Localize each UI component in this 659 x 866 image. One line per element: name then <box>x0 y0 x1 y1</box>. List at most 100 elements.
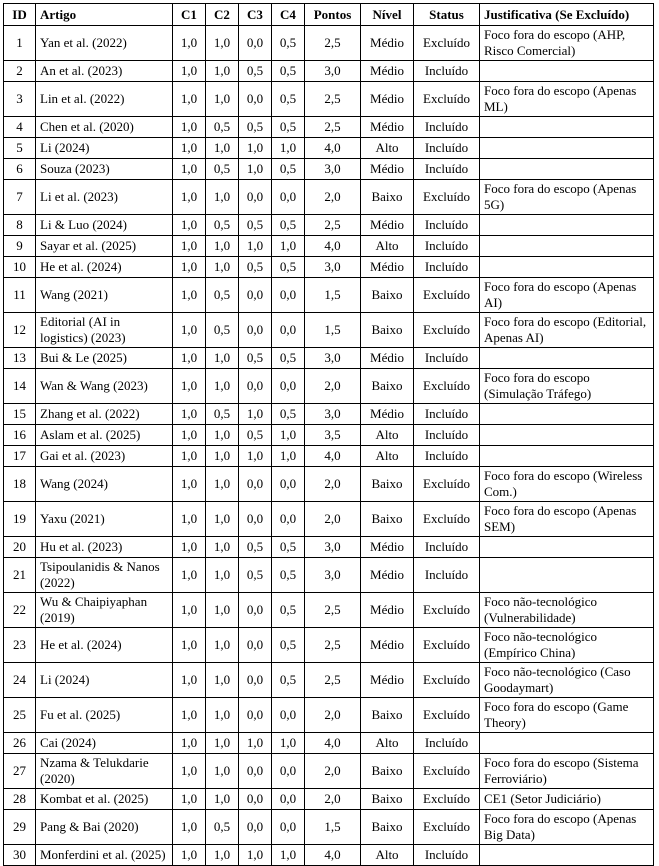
cell-artigo: Cai (2024) <box>35 732 173 754</box>
cell-c2: 1,0 <box>205 732 239 754</box>
header-c3: C3 <box>238 3 272 26</box>
cell-c2: 1,0 <box>205 697 239 733</box>
cell-artigo: Fu et al. (2025) <box>35 697 173 733</box>
cell-pontos: 2,5 <box>304 627 361 663</box>
cell-nivel: Baixo <box>360 368 414 404</box>
cell-c4: 0,0 <box>271 466 305 502</box>
cell-status: Incluído <box>413 137 480 159</box>
cell-c1: 1,0 <box>172 116 206 138</box>
cell-nivel: Médio <box>360 158 414 180</box>
cell-c4: 0,5 <box>271 403 305 425</box>
cell-id: 7 <box>3 179 36 215</box>
cell-nivel: Médio <box>360 592 414 628</box>
cell-id: 30 <box>3 844 36 866</box>
cell-c2: 1,0 <box>205 557 239 593</box>
cell-c1: 1,0 <box>172 627 206 663</box>
cell-nivel: Alto <box>360 137 414 159</box>
cell-c1: 1,0 <box>172 214 206 236</box>
cell-id: 21 <box>3 557 36 593</box>
cell-status: Incluído <box>413 557 480 593</box>
header-c1: C1 <box>172 3 206 26</box>
cell-c3: 0,0 <box>238 501 272 537</box>
cell-status: Excluído <box>413 809 480 845</box>
cell-artigo: Wang (2021) <box>35 277 173 313</box>
cell-justificativa: Foco fora do escopo (Wireless Com.) <box>479 466 654 502</box>
cell-pontos: 2,5 <box>304 25 361 61</box>
cell-justificativa: Foco fora do escopo (Editorial, Apenas A… <box>479 312 654 348</box>
cell-c1: 1,0 <box>172 844 206 866</box>
cell-c4: 0,5 <box>271 256 305 278</box>
table-row: 12 Editorial (AI in logistics) (2023) 1,0 0… <box>3 312 654 348</box>
cell-c4: 0,5 <box>271 592 305 628</box>
table-row: 26 Cai (2024) 1,0 1,0 1,0 1,0 4,0 Alto Incluído <box>3 732 654 754</box>
table-row: 2 An et al. (2023) 1,0 1,0 0,5 0,5 3,0 Médio Inc… <box>3 60 654 82</box>
table-row: 8 Li & Luo (2024) 1,0 0,5 0,5 0,5 2,5 Médio Incl… <box>3 214 654 236</box>
cell-pontos: 1,5 <box>304 277 361 313</box>
cell-pontos: 2,0 <box>304 501 361 537</box>
cell-pontos: 2,0 <box>304 697 361 733</box>
cell-artigo: Aslam et al. (2025) <box>35 424 173 446</box>
cell-status: Excluído <box>413 179 480 215</box>
cell-nivel: Baixo <box>360 809 414 845</box>
cell-status: Excluído <box>413 312 480 348</box>
cell-status: Incluído <box>413 60 480 82</box>
cell-justificativa <box>479 60 654 82</box>
cell-artigo: Li (2024) <box>35 137 173 159</box>
cell-nivel: Baixo <box>360 697 414 733</box>
cell-justificativa: Foco fora do escopo (Simulação Tráfego) <box>479 368 654 404</box>
cell-c4: 1,0 <box>271 445 305 467</box>
table-row: 23 He et al. (2024) 1,0 1,0 0,0 0,5 2,5 Médio Ex… <box>3 627 654 663</box>
cell-artigo: Kombat et al. (2025) <box>35 788 173 810</box>
table-row: 11 Wang (2021) 1,0 0,5 0,0 0,0 1,5 Baixo Excluíd… <box>3 277 654 313</box>
cell-c4: 1,0 <box>271 137 305 159</box>
cell-id: 23 <box>3 627 36 663</box>
cell-artigo: Monferdini et al. (2025) <box>35 844 173 866</box>
cell-status: Excluído <box>413 81 480 117</box>
cell-status: Excluído <box>413 753 480 789</box>
cell-justificativa <box>479 557 654 593</box>
cell-c3: 0,0 <box>238 697 272 733</box>
cell-c4: 0,5 <box>271 536 305 558</box>
cell-pontos: 2,5 <box>304 592 361 628</box>
cell-nivel: Alto <box>360 235 414 257</box>
cell-artigo: Wang (2024) <box>35 466 173 502</box>
cell-id: 6 <box>3 158 36 180</box>
cell-status: Incluído <box>413 235 480 257</box>
cell-c2: 0,5 <box>205 158 239 180</box>
table-row: 22 Wu & Chaipiyaphan (2019) 1,0 1,0 0,0 0,5 2,… <box>3 592 654 628</box>
cell-nivel: Baixo <box>360 753 414 789</box>
cell-c2: 1,0 <box>205 368 239 404</box>
cell-c4: 0,0 <box>271 809 305 845</box>
table-row: 1 Yan et al. (2022) 1,0 1,0 0,0 0,5 2,5 Médio Ex… <box>3 25 654 61</box>
header-c4: C4 <box>271 3 305 26</box>
cell-c2: 1,0 <box>205 235 239 257</box>
cell-pontos: 3,0 <box>304 158 361 180</box>
cell-c4: 0,0 <box>271 788 305 810</box>
cell-c4: 0,5 <box>271 662 305 698</box>
cell-pontos: 2,5 <box>304 116 361 138</box>
header-nivel: Nível <box>360 3 414 26</box>
table-row: 28 Kombat et al. (2025) 1,0 1,0 0,0 0,0 2,0 Bai… <box>3 788 654 810</box>
cell-pontos: 3,0 <box>304 256 361 278</box>
cell-nivel: Alto <box>360 844 414 866</box>
cell-c3: 0,0 <box>238 753 272 789</box>
cell-pontos: 2,5 <box>304 214 361 236</box>
cell-c4: 0,0 <box>271 501 305 537</box>
cell-justificativa <box>479 137 654 159</box>
cell-id: 19 <box>3 501 36 537</box>
header-artigo: Artigo <box>35 3 173 26</box>
cell-justificativa <box>479 347 654 369</box>
cell-status: Excluído <box>413 662 480 698</box>
cell-id: 3 <box>3 81 36 117</box>
cell-pontos: 4,0 <box>304 844 361 866</box>
cell-c3: 1,0 <box>238 844 272 866</box>
cell-id: 29 <box>3 809 36 845</box>
cell-c4: 0,5 <box>271 60 305 82</box>
cell-justificativa <box>479 424 654 446</box>
cell-status: Incluído <box>413 116 480 138</box>
cell-pontos: 1,5 <box>304 312 361 348</box>
cell-c4: 1,0 <box>271 732 305 754</box>
cell-c4: 0,5 <box>271 627 305 663</box>
cell-nivel: Médio <box>360 627 414 663</box>
cell-artigo: Yan et al. (2022) <box>35 25 173 61</box>
